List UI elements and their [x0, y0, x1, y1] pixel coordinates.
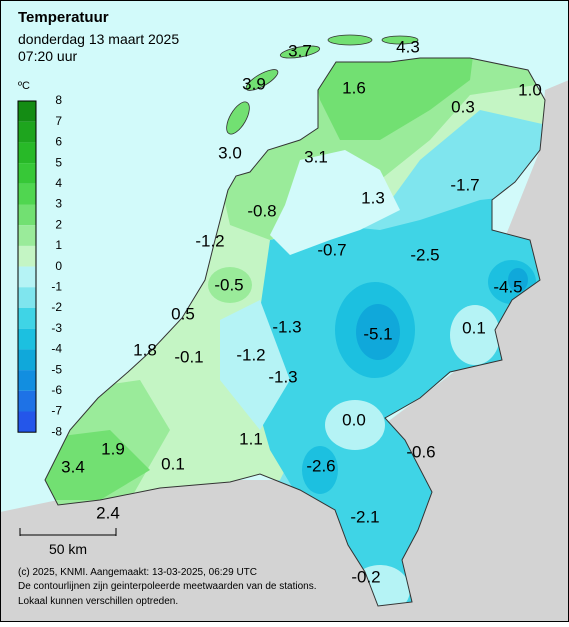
station-temperature: -2.1	[350, 507, 379, 526]
legend-label: -7	[51, 404, 62, 418]
legend-label: 8	[55, 93, 62, 107]
legend-swatch	[18, 411, 36, 433]
legend-label: 0	[55, 259, 62, 273]
legend-label: -2	[51, 300, 62, 314]
legend-swatch	[18, 266, 36, 288]
legend-label: 7	[55, 114, 62, 128]
station-temperature: 3.7	[288, 41, 312, 60]
unit: ºC	[18, 80, 30, 92]
wadden-islands	[226, 34, 419, 135]
title: Temperatuur	[18, 9, 109, 26]
legend-border	[17, 100, 37, 433]
station-temperature: -2.6	[306, 456, 335, 475]
station-temperature: 0.3	[451, 97, 475, 116]
legend-label: 2	[55, 217, 62, 231]
station-temperature: 1.3	[361, 188, 385, 207]
station-temperature: -0.5	[214, 275, 243, 294]
legend-label: 4	[55, 176, 62, 190]
legend: 8 7 6 5 4 3 2 1 0 -1 -2 -3 -4 -5 -6 -7 -8	[17, 93, 62, 438]
time: 07:20 uur	[18, 48, 77, 64]
footer-line: Lokaal kunnen verschillen optreden.	[18, 596, 178, 607]
station-temperature: 0.0	[342, 410, 366, 429]
station-temperature: 1.1	[239, 429, 263, 448]
station-temperature: -0.2	[351, 567, 380, 586]
legend-label: -5	[51, 362, 62, 376]
station-temperature: 0.1	[161, 454, 185, 473]
station-temperature: -1.2	[236, 345, 265, 364]
station-temperature: 3.9	[242, 74, 266, 93]
legend-swatch	[18, 370, 36, 391]
station-temperature: 1.8	[133, 340, 157, 359]
legend-swatch	[18, 308, 36, 329]
station-temperature: -4.5	[493, 277, 522, 296]
station-temperature: -1.7	[450, 175, 479, 194]
station-temperature: -5.1	[363, 324, 392, 343]
station-temperature: -2.5	[410, 245, 439, 264]
footer-line: De contourlijnen zijn geinterpoleerde me…	[18, 581, 317, 592]
station-temperature: 4.3	[396, 37, 420, 56]
station-temperature: -1.3	[272, 317, 301, 336]
station-temperature: -0.1	[174, 347, 203, 366]
station-temperature: -0.8	[247, 201, 276, 220]
station-temperature: 2.4	[96, 503, 120, 522]
station-temperature: 1.9	[101, 439, 125, 458]
station-temperature: -0.6	[406, 442, 435, 461]
legend-swatch	[18, 225, 36, 246]
scale-label: 50 km	[49, 541, 87, 557]
legend-label: -1	[51, 279, 62, 293]
legend-swatch	[18, 183, 36, 205]
legend-swatch	[18, 390, 36, 412]
station-temperature: 3.4	[61, 457, 85, 476]
legend-swatch	[18, 245, 36, 267]
legend-label: 3	[55, 197, 62, 211]
station-temperature: -0.7	[317, 240, 346, 259]
legend-swatch	[18, 349, 36, 371]
station-temperature: -1.2	[195, 231, 224, 250]
station-temperature: 0.5	[171, 304, 195, 323]
station-temperature: -1.3	[268, 367, 297, 386]
station-temperature: 1.0	[518, 80, 542, 99]
date: donderdag 13 maart 2025	[18, 31, 179, 47]
footer-line: (c) 2025, KNMI. Aangemaakt: 13-03-2025, …	[18, 567, 257, 578]
legend-swatch	[18, 163, 36, 184]
legend-swatch	[18, 121, 36, 143]
legend-swatch	[18, 328, 36, 350]
station-temperature: 1.6	[342, 78, 366, 97]
legend-label: -4	[51, 342, 62, 356]
legend-label: -3	[51, 321, 62, 335]
legend-swatch	[18, 142, 36, 164]
station-temperature: 3.1	[304, 147, 328, 166]
legend-label: 5	[55, 155, 62, 169]
legend-label: -8	[51, 424, 62, 438]
legend-swatch	[18, 287, 36, 308]
legend-label: -6	[51, 383, 62, 397]
legend-label: 1	[55, 238, 62, 252]
legend-swatch	[18, 204, 36, 226]
legend-swatch	[18, 101, 36, 122]
station-temperature: 3.0	[218, 143, 242, 162]
legend-label: 6	[55, 135, 62, 149]
station-temperature: 0.1	[462, 318, 486, 337]
